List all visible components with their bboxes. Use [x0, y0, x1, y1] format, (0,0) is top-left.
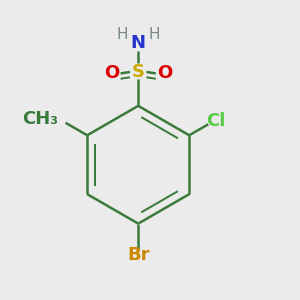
Text: Cl: Cl: [206, 112, 226, 130]
Text: Br: Br: [127, 246, 149, 264]
Text: O: O: [157, 64, 172, 82]
Text: N: N: [131, 34, 146, 52]
Text: O: O: [104, 64, 119, 82]
Text: CH₃: CH₃: [22, 110, 58, 128]
Text: H: H: [149, 27, 160, 42]
Text: H: H: [116, 27, 128, 42]
Text: S: S: [132, 63, 145, 81]
